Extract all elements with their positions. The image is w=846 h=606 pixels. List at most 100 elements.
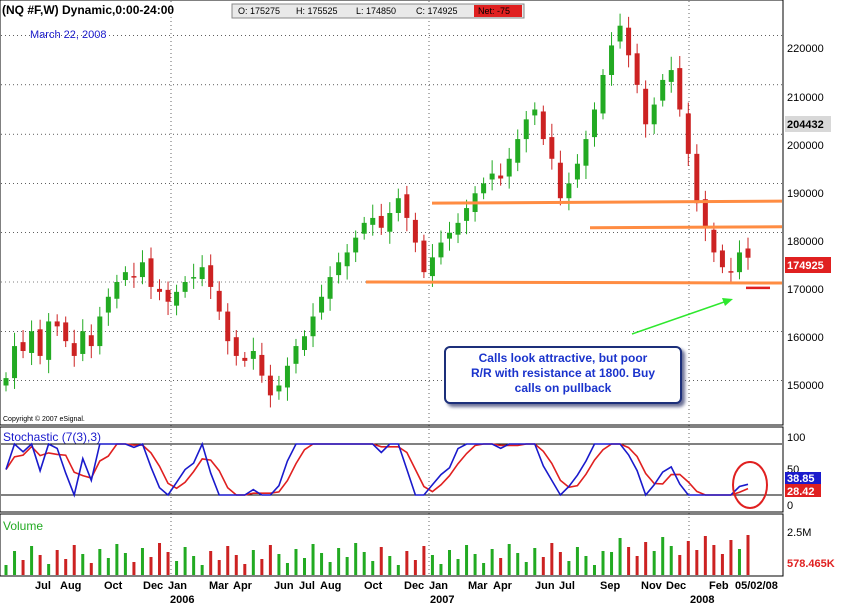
volume-bar [737,549,741,575]
volume-bar [115,544,119,575]
candle-body [549,137,555,159]
candle-body [583,139,589,166]
volume-bar [337,548,341,575]
price-tick: 150000 [787,380,824,392]
volume-bar [311,544,315,575]
candle-body [37,329,43,356]
candle-body [429,257,435,277]
volume-bar [362,552,366,575]
candle-body [626,27,632,56]
volume-tag: 578.465K [787,558,835,570]
candle-body [609,45,615,75]
volume-bar [627,547,631,575]
volume-bar [123,553,127,575]
candle-body [208,265,214,287]
open-value: O: 175275 [238,6,280,16]
volume-bar [64,559,68,575]
month-label: Dec [404,580,424,592]
volume-bar [234,555,238,575]
volume-bar [303,558,307,575]
candle-body [617,25,623,42]
stoch-panel [0,426,784,513]
arrow-shaft [631,300,728,335]
candle-body [421,240,427,273]
volume-bar [447,550,451,575]
candle-body [634,53,640,85]
volume-bar [465,545,469,575]
year-label: 2006 [170,594,194,606]
volume-bar [13,551,17,575]
volume-bar [371,561,375,575]
volume-bar [413,560,417,575]
volume-panel [0,513,784,577]
stoch-tick: 100 [787,432,805,444]
volume-bar [729,540,733,575]
stoch-k-tag-bg [785,472,821,484]
price-tick: 190000 [787,188,824,200]
candle-body [574,163,580,180]
volume-bar [55,550,59,575]
volume-bar [251,550,255,575]
candle-body [122,272,128,281]
candle-body [523,119,529,140]
candle-body [259,354,265,376]
green-arrow [631,298,733,335]
resistance-line [431,199,783,205]
candle-body [3,378,9,386]
candle-body [395,198,401,213]
arrow-head [722,298,733,306]
stoch-highlight-circle [732,461,768,509]
month-label: Oct [104,580,123,592]
volume-bar [260,559,264,575]
month-label: Feb [709,580,729,592]
candle-body [71,343,77,356]
volume-bar [158,543,162,575]
candle-body [276,385,282,392]
candle-body [361,222,367,234]
stoch-d-tag-bg [785,484,821,497]
volume-bar [345,557,349,575]
volume-tick: 2.5M [787,527,811,539]
candle-body [464,208,470,221]
candle-body [702,199,708,228]
support-line [365,280,783,285]
annotation-box: Calls look attractive, but poor R/R with… [444,346,682,404]
month-label: Jun [535,580,555,592]
volume-tag-bg [785,556,841,569]
candle-body [139,262,145,278]
candle-body [157,288,163,292]
candle-body [88,335,94,347]
month-label: Mar [468,580,488,592]
volume-bar [712,545,716,575]
copyright: Copyright © 2007 eSignal. [3,415,85,423]
candle-body [455,222,461,235]
volume-bar [601,551,605,575]
volume-bar [285,563,289,575]
volume-bar [575,547,579,575]
month-label: Apr [233,580,253,592]
volume-bar [209,551,213,575]
candle-body [63,322,69,342]
volume-bar [661,537,665,575]
month-label: Oct [364,580,383,592]
volume-bar [4,565,8,575]
month-label: Jun [274,580,294,592]
volume-bar [430,555,434,575]
month-label: Aug [60,580,81,592]
volume-bar [635,556,639,575]
price-tick: 220000 [787,43,824,55]
annotation-line: Calls look attractive, but poor [478,351,648,365]
volume-bar [558,552,562,575]
volume-bar [584,556,588,575]
volume-bar [200,565,204,575]
candle-body [412,219,418,243]
candle-body [267,375,273,396]
support-resistance-lines [365,199,783,290]
candle-body [498,175,504,179]
candle-body [668,70,674,82]
volume-bar [243,564,247,575]
volume-bar [192,556,196,575]
candle-body [370,217,376,225]
candle-body [319,296,325,313]
volume-bar [567,561,571,575]
